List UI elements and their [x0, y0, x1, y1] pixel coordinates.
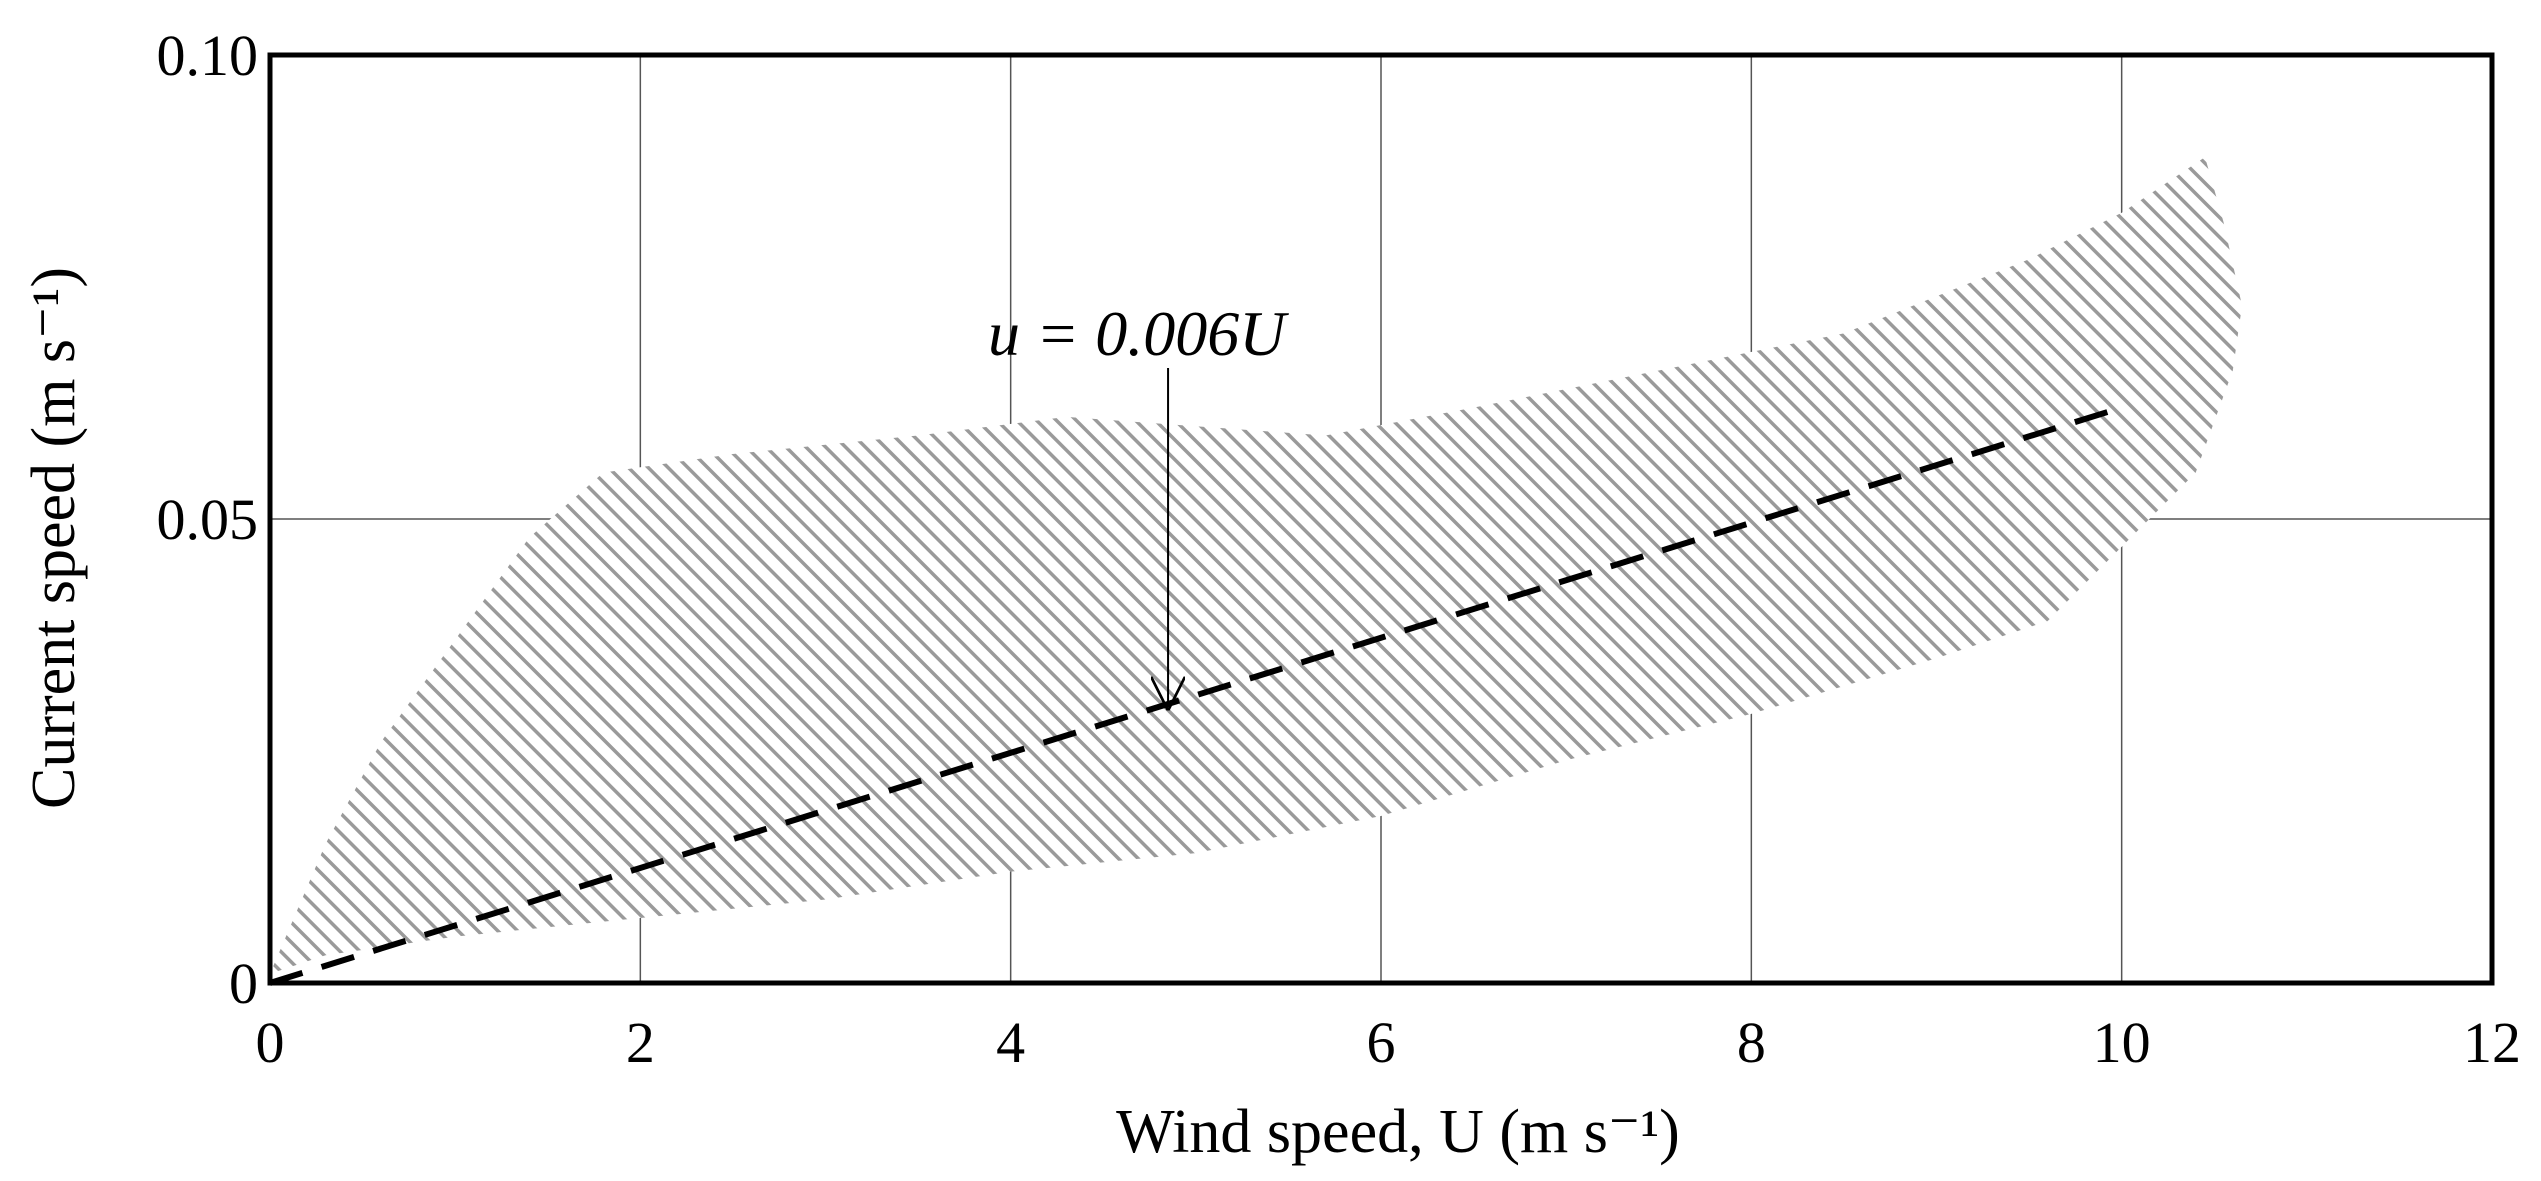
- x-tick-label: 4: [996, 1010, 1025, 1075]
- y-axis-label: Current speed (m s⁻¹): [20, 267, 88, 809]
- x-tick-labels: 0 2 4 6 8 10 12: [256, 1010, 2522, 1075]
- y-tick-label: 0: [229, 951, 258, 1016]
- x-tick-label: 8: [1737, 1010, 1766, 1075]
- data-range-band: [270, 157, 2242, 974]
- annotation: u = 0.006U: [988, 298, 1289, 707]
- x-tick-label: 2: [626, 1010, 655, 1075]
- x-axis-label: Wind speed, U (m s⁻¹): [1116, 1098, 1680, 1166]
- x-tick-label: 0: [256, 1010, 285, 1075]
- y-tick-label: 0.10: [157, 23, 259, 88]
- y-tick-labels: 0 0.05 0.10: [157, 23, 259, 1016]
- plot-frame: [267, 52, 2495, 986]
- y-tick-label: 0.05: [157, 487, 259, 552]
- annotation-label: u = 0.006U: [988, 298, 1289, 369]
- x-tick-label: 12: [2463, 1010, 2521, 1075]
- x-tick-label: 10: [2093, 1010, 2151, 1075]
- x-tick-label: 6: [1367, 1010, 1396, 1075]
